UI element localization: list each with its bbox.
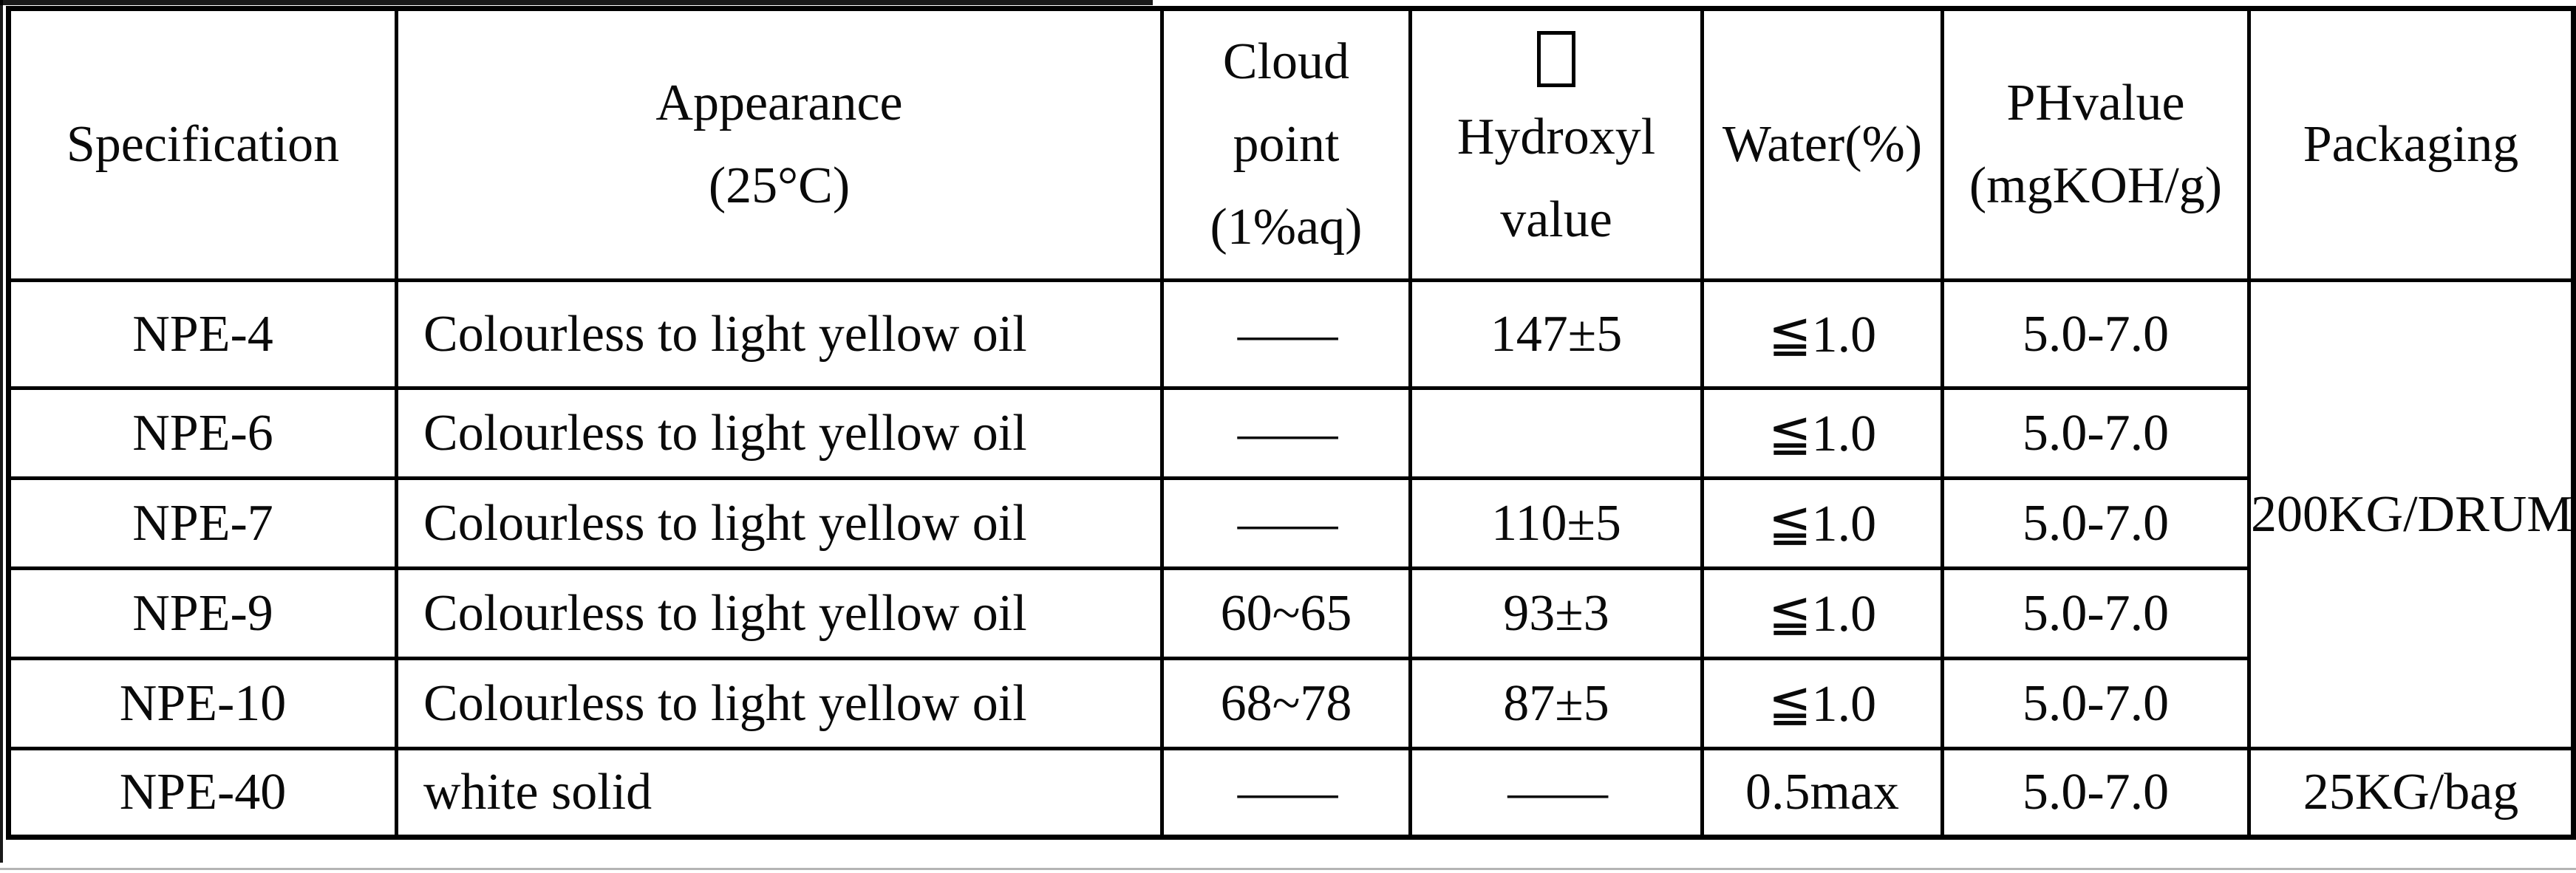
scan-artifact-line: [0, 0, 1153, 5]
header-label: value: [1500, 191, 1612, 248]
cell-water: ≦1.0: [1700, 566, 1944, 660]
cell-cloud-point: ——: [1160, 386, 1412, 480]
header-label: Water(%): [1722, 116, 1923, 173]
header-label: Hydroxyl: [1456, 109, 1656, 165]
cell-specification: NPE-4: [7, 278, 398, 390]
header-label: PHvalue: [2006, 75, 2185, 131]
cell-cloud-point: 68~78: [1160, 657, 1412, 750]
header-cell-specification: Specification: [7, 7, 398, 282]
header-row: Specification Appearance (25°C) Cloud po…: [7, 7, 2575, 282]
cell-hydroxyl-value: [1408, 386, 1704, 480]
cell-hydroxyl-value: 147±5: [1408, 278, 1704, 390]
header-label: Appearance: [655, 75, 903, 131]
scan-artifact-line: [0, 868, 2576, 870]
table-row-npe-6: NPE-6 Colourless to light yellow oil —— …: [7, 386, 2574, 480]
header-label: point: [1233, 116, 1340, 173]
cell-appearance: Colourless to light yellow oil: [395, 566, 1164, 660]
cell-specification: NPE-10: [7, 657, 398, 750]
cell-water: ≦1.0: [1700, 657, 1944, 750]
cell-water: ≦1.0: [1700, 278, 1944, 390]
table-row-npe-40: NPE-40 white solid —— —— 0.5max 5.0-7.0 …: [7, 747, 2575, 839]
cell-hydroxyl-value: 110±5: [1408, 476, 1704, 570]
header-label: Specification: [66, 116, 340, 173]
cell-appearance: Colourless to light yellow oil: [395, 657, 1164, 750]
cell-hydroxyl-value: ——: [1408, 747, 1704, 839]
header-label: (mgKOH/g): [1969, 157, 2223, 214]
cell-appearance: Colourless to light yellow oil: [395, 278, 1164, 390]
table-row-npe-9: NPE-9 Colourless to light yellow oil 60~…: [7, 566, 2574, 660]
cell-specification: NPE-9: [7, 566, 398, 660]
missing-glyph-box: [1537, 31, 1575, 87]
cell-appearance: Colourless to light yellow oil: [395, 476, 1164, 570]
cell-ph-value: 5.0-7.0: [1940, 747, 2251, 839]
product-spec-table: Specification Appearance (25°C) Cloud po…: [6, 6, 2576, 840]
cell-water: ≦1.0: [1700, 476, 1944, 570]
header-label: Cloud: [1222, 33, 1350, 90]
cell-hydroxyl-value: 93±3: [1408, 566, 1704, 660]
table-row-npe-10: NPE-10 Colourless to light yellow oil 68…: [7, 657, 2574, 750]
cell-packaging-merged: 200KG/DRUM: [2247, 278, 2575, 750]
scan-artifact-line: [0, 0, 3, 863]
cell-ph-value: 5.0-7.0: [1940, 278, 2251, 390]
header-cell-water: Water(%): [1700, 7, 1944, 282]
cell-hydroxyl-value: 87±5: [1408, 657, 1704, 750]
cell-ph-value: 5.0-7.0: [1940, 476, 2251, 570]
header-label: Packaging: [2303, 116, 2519, 173]
header-label: (1%aq): [1210, 199, 1363, 256]
cell-cloud-point: ——: [1160, 278, 1412, 390]
cell-water: ≦1.0: [1700, 386, 1944, 480]
cell-packaging: 25KG/bag: [2247, 747, 2575, 839]
header-cell-cloud-point: Cloud point (1%aq): [1160, 7, 1412, 282]
cell-cloud-point: ——: [1160, 747, 1412, 839]
cell-ph-value: 5.0-7.0: [1940, 566, 2251, 660]
header-cell-ph-value: PHvalue (mgKOH/g): [1940, 7, 2251, 282]
header-label: (25°C): [708, 157, 851, 214]
table-row-npe-7: NPE-7 Colourless to light yellow oil —— …: [7, 476, 2574, 570]
cell-specification: NPE-6: [7, 386, 398, 480]
cell-specification: NPE-40: [7, 747, 398, 839]
cell-specification: NPE-7: [7, 476, 398, 570]
header-cell-appearance: Appearance (25°C): [395, 7, 1164, 282]
header-cell-hydroxyl-value: Hydroxyl value: [1408, 7, 1704, 282]
cell-cloud-point: ——: [1160, 476, 1412, 570]
cell-ph-value: 5.0-7.0: [1940, 657, 2251, 750]
cell-appearance: Colourless to light yellow oil: [395, 386, 1164, 480]
table-row-npe-4: NPE-4 Colourless to light yellow oil —— …: [7, 278, 2575, 750]
cell-ph-value: 5.0-7.0: [1940, 386, 2251, 480]
cell-appearance: white solid: [395, 747, 1164, 839]
cell-cloud-point: 60~65: [1160, 566, 1412, 660]
header-cell-packaging: Packaging: [2247, 7, 2575, 282]
cell-water: 0.5max: [1700, 747, 1944, 839]
